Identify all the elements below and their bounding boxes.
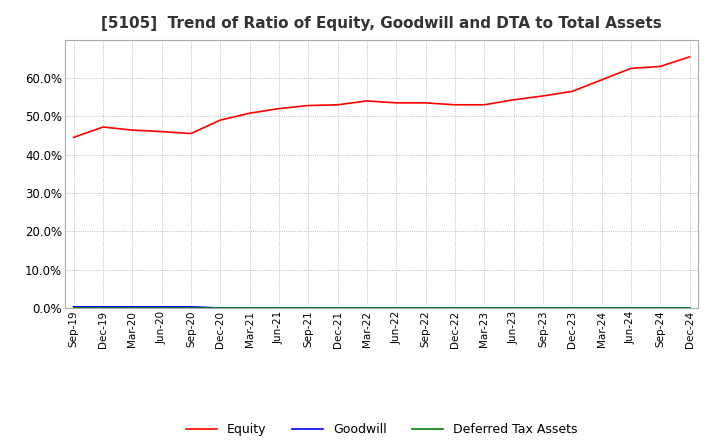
Deferred Tax Assets xyxy=(656,305,665,311)
Deferred Tax Assets xyxy=(274,305,283,311)
Equity xyxy=(392,100,400,106)
Deferred Tax Assets xyxy=(363,305,372,311)
Deferred Tax Assets xyxy=(539,305,547,311)
Goodwill xyxy=(274,305,283,311)
Equity xyxy=(451,102,459,107)
Goodwill xyxy=(304,305,312,311)
Deferred Tax Assets xyxy=(568,305,577,311)
Goodwill xyxy=(186,304,195,309)
Goodwill xyxy=(216,305,225,311)
Deferred Tax Assets xyxy=(246,305,254,311)
Deferred Tax Assets xyxy=(333,305,342,311)
Goodwill xyxy=(656,305,665,311)
Equity xyxy=(539,93,547,99)
Deferred Tax Assets xyxy=(451,305,459,311)
Goodwill xyxy=(421,305,430,311)
Deferred Tax Assets xyxy=(69,305,78,311)
Deferred Tax Assets xyxy=(480,305,489,311)
Equity xyxy=(685,54,694,59)
Goodwill xyxy=(128,304,137,309)
Equity xyxy=(598,77,606,82)
Deferred Tax Assets xyxy=(216,305,225,311)
Goodwill xyxy=(363,305,372,311)
Equity xyxy=(99,125,107,130)
Equity xyxy=(69,135,78,140)
Equity xyxy=(480,102,489,107)
Equity xyxy=(274,106,283,111)
Goodwill xyxy=(626,305,635,311)
Deferred Tax Assets xyxy=(304,305,312,311)
Equity xyxy=(363,98,372,103)
Goodwill xyxy=(509,305,518,311)
Equity xyxy=(157,129,166,134)
Goodwill xyxy=(246,305,254,311)
Goodwill xyxy=(99,304,107,309)
Goodwill xyxy=(539,305,547,311)
Goodwill xyxy=(333,305,342,311)
Line: Goodwill: Goodwill xyxy=(73,307,690,308)
Equity xyxy=(186,131,195,136)
Equity xyxy=(509,97,518,103)
Deferred Tax Assets xyxy=(509,305,518,311)
Legend: Equity, Goodwill, Deferred Tax Assets: Equity, Goodwill, Deferred Tax Assets xyxy=(181,418,582,440)
Deferred Tax Assets xyxy=(128,305,137,311)
Deferred Tax Assets xyxy=(626,305,635,311)
Equity xyxy=(216,117,225,123)
Line: Equity: Equity xyxy=(73,57,690,137)
Equity xyxy=(568,89,577,94)
Goodwill xyxy=(568,305,577,311)
Deferred Tax Assets xyxy=(99,305,107,311)
Goodwill xyxy=(69,304,78,309)
Deferred Tax Assets xyxy=(685,305,694,311)
Goodwill xyxy=(157,304,166,309)
Equity xyxy=(626,66,635,71)
Deferred Tax Assets xyxy=(598,305,606,311)
Equity xyxy=(128,128,137,133)
Equity xyxy=(246,110,254,116)
Deferred Tax Assets xyxy=(157,305,166,311)
Goodwill xyxy=(480,305,489,311)
Goodwill xyxy=(451,305,459,311)
Goodwill xyxy=(685,305,694,311)
Deferred Tax Assets xyxy=(186,305,195,311)
Equity xyxy=(304,103,312,108)
Equity xyxy=(333,102,342,107)
Equity xyxy=(656,64,665,69)
Deferred Tax Assets xyxy=(421,305,430,311)
Goodwill xyxy=(598,305,606,311)
Title: [5105]  Trend of Ratio of Equity, Goodwill and DTA to Total Assets: [5105] Trend of Ratio of Equity, Goodwil… xyxy=(102,16,662,32)
Equity xyxy=(421,100,430,106)
Deferred Tax Assets xyxy=(392,305,400,311)
Goodwill xyxy=(392,305,400,311)
